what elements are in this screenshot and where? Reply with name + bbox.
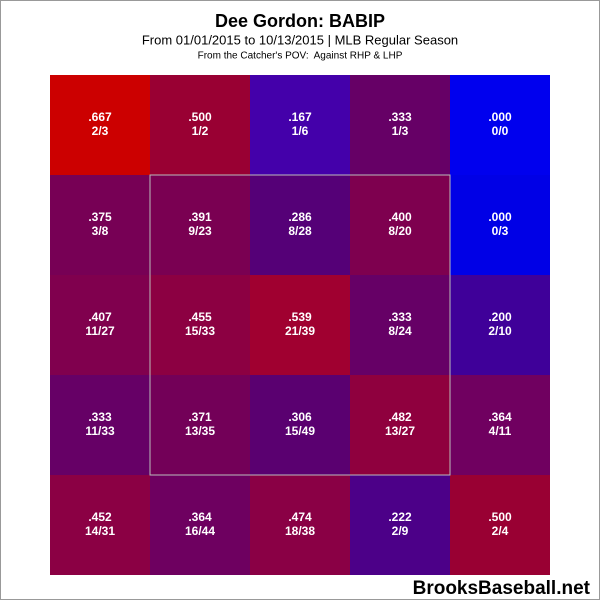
value-label: .407 [88, 310, 112, 324]
count-label: 0/0 [492, 124, 509, 138]
cell [150, 175, 250, 275]
count-label: 4/11 [489, 424, 512, 438]
cell [250, 75, 350, 175]
count-label: 8/24 [388, 324, 412, 338]
cell [250, 475, 350, 575]
count-label: 8/28 [288, 224, 312, 238]
count-label: 13/35 [185, 424, 215, 438]
cell [450, 75, 550, 175]
cell [350, 375, 450, 475]
value-label: .375 [88, 210, 112, 224]
cell [350, 175, 450, 275]
count-label: 16/44 [185, 524, 215, 538]
value-label: .400 [388, 210, 412, 224]
value-label: .333 [388, 310, 412, 324]
cell [450, 275, 550, 375]
value-label: .667 [88, 110, 112, 124]
count-label: 1/2 [192, 124, 209, 138]
cell [150, 275, 250, 375]
cell [50, 75, 150, 175]
cell [150, 375, 250, 475]
count-label: 15/33 [185, 324, 215, 338]
cell [50, 475, 150, 575]
cell [450, 475, 550, 575]
value-label: .500 [488, 510, 512, 524]
count-label: 8/20 [388, 224, 412, 238]
value-label: .364 [488, 410, 512, 424]
count-label: 18/38 [285, 524, 315, 538]
value-label: .333 [88, 410, 112, 424]
count-label: 14/31 [85, 524, 115, 538]
value-label: .391 [188, 210, 212, 224]
count-label: 9/23 [188, 224, 212, 238]
count-label: 13/27 [385, 424, 415, 438]
cell [450, 175, 550, 275]
count-label: 2/3 [92, 124, 109, 138]
value-label: .474 [288, 510, 312, 524]
cell [250, 275, 350, 375]
grid: .6672/3.5001/2.1671/6.3331/3.0000/0.3753… [50, 75, 550, 575]
cell [150, 75, 250, 175]
cell [350, 75, 450, 175]
chart-title: Dee Gordon: BABIP [215, 11, 385, 31]
value-label: .500 [188, 110, 212, 124]
value-label: .306 [288, 410, 312, 424]
count-label: 2/4 [492, 524, 509, 538]
count-label: 21/39 [285, 324, 315, 338]
cell [250, 175, 350, 275]
value-label: .539 [288, 310, 312, 324]
cell [50, 375, 150, 475]
count-label: 11/33 [85, 424, 115, 438]
value-label: .200 [488, 310, 512, 324]
value-label: .000 [488, 110, 512, 124]
count-label: 2/10 [488, 324, 512, 338]
chart-subtitle: From the Catcher's POV: Against RHP & LH… [198, 51, 403, 62]
value-label: .167 [288, 110, 312, 124]
value-label: .333 [388, 110, 412, 124]
count-label: 11/27 [85, 324, 115, 338]
count-label: 0/3 [492, 224, 509, 238]
value-label: .222 [388, 510, 412, 524]
cell [350, 475, 450, 575]
chart-subtitle: From 01/01/2015 to 10/13/2015 | MLB Regu… [142, 32, 458, 47]
value-label: .482 [388, 410, 412, 424]
value-label: .455 [188, 310, 212, 324]
cell [50, 175, 150, 275]
cell [50, 275, 150, 375]
watermark: BrooksBaseball.net [413, 578, 591, 599]
cell [250, 375, 350, 475]
count-label: 1/6 [292, 124, 309, 138]
value-label: .000 [488, 210, 512, 224]
count-label: 15/49 [285, 424, 315, 438]
value-label: .371 [188, 410, 212, 424]
count-label: 2/9 [392, 524, 409, 538]
count-label: 1/3 [392, 124, 409, 138]
cell [350, 275, 450, 375]
value-label: .452 [88, 510, 112, 524]
value-label: .286 [288, 210, 312, 224]
count-label: 3/8 [92, 224, 109, 238]
strike-zone [149, 174, 451, 476]
value-label: .364 [188, 510, 212, 524]
cell [150, 475, 250, 575]
cell [450, 375, 550, 475]
